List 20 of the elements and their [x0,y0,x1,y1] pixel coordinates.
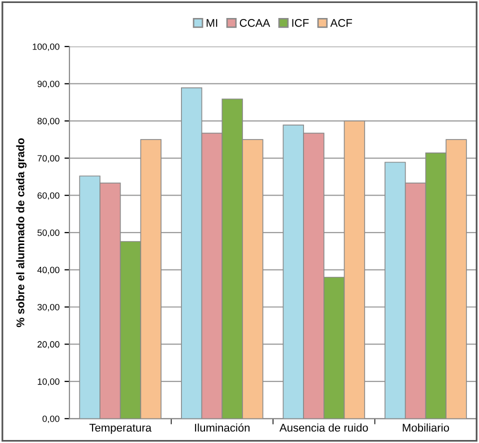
legend-label: CCAA [240,19,270,27]
legend-label: ICF [292,19,309,27]
y-tick-label: 90,00 [38,80,60,88]
legend-label: MI [206,19,218,27]
y-tick-label: 70,00 [38,155,60,163]
x-tick-label: Temperatura [89,424,152,434]
y-tick-label: 100,00 [32,43,60,51]
y-tick-label: 20,00 [38,341,60,349]
legend-label: ACF [330,19,352,27]
y-tick-label: 30,00 [37,304,60,312]
x-tick-label: Iluminación [195,423,250,432]
y-tick-label: 60,00 [38,192,60,200]
y-tick-label: 10,00 [38,378,60,386]
y-tick-label: 40,00 [37,266,60,274]
y-axis-title: % sobre el alumnado de cada grado [16,138,27,328]
y-tick-label: 0,00 [42,416,60,424]
x-tick-label: Mobiliario [402,423,450,432]
x-tick-label: Ausencia de ruido [279,423,368,432]
y-tick-label: 80,00 [38,118,60,126]
y-tick-label: 50,00 [38,230,60,237]
